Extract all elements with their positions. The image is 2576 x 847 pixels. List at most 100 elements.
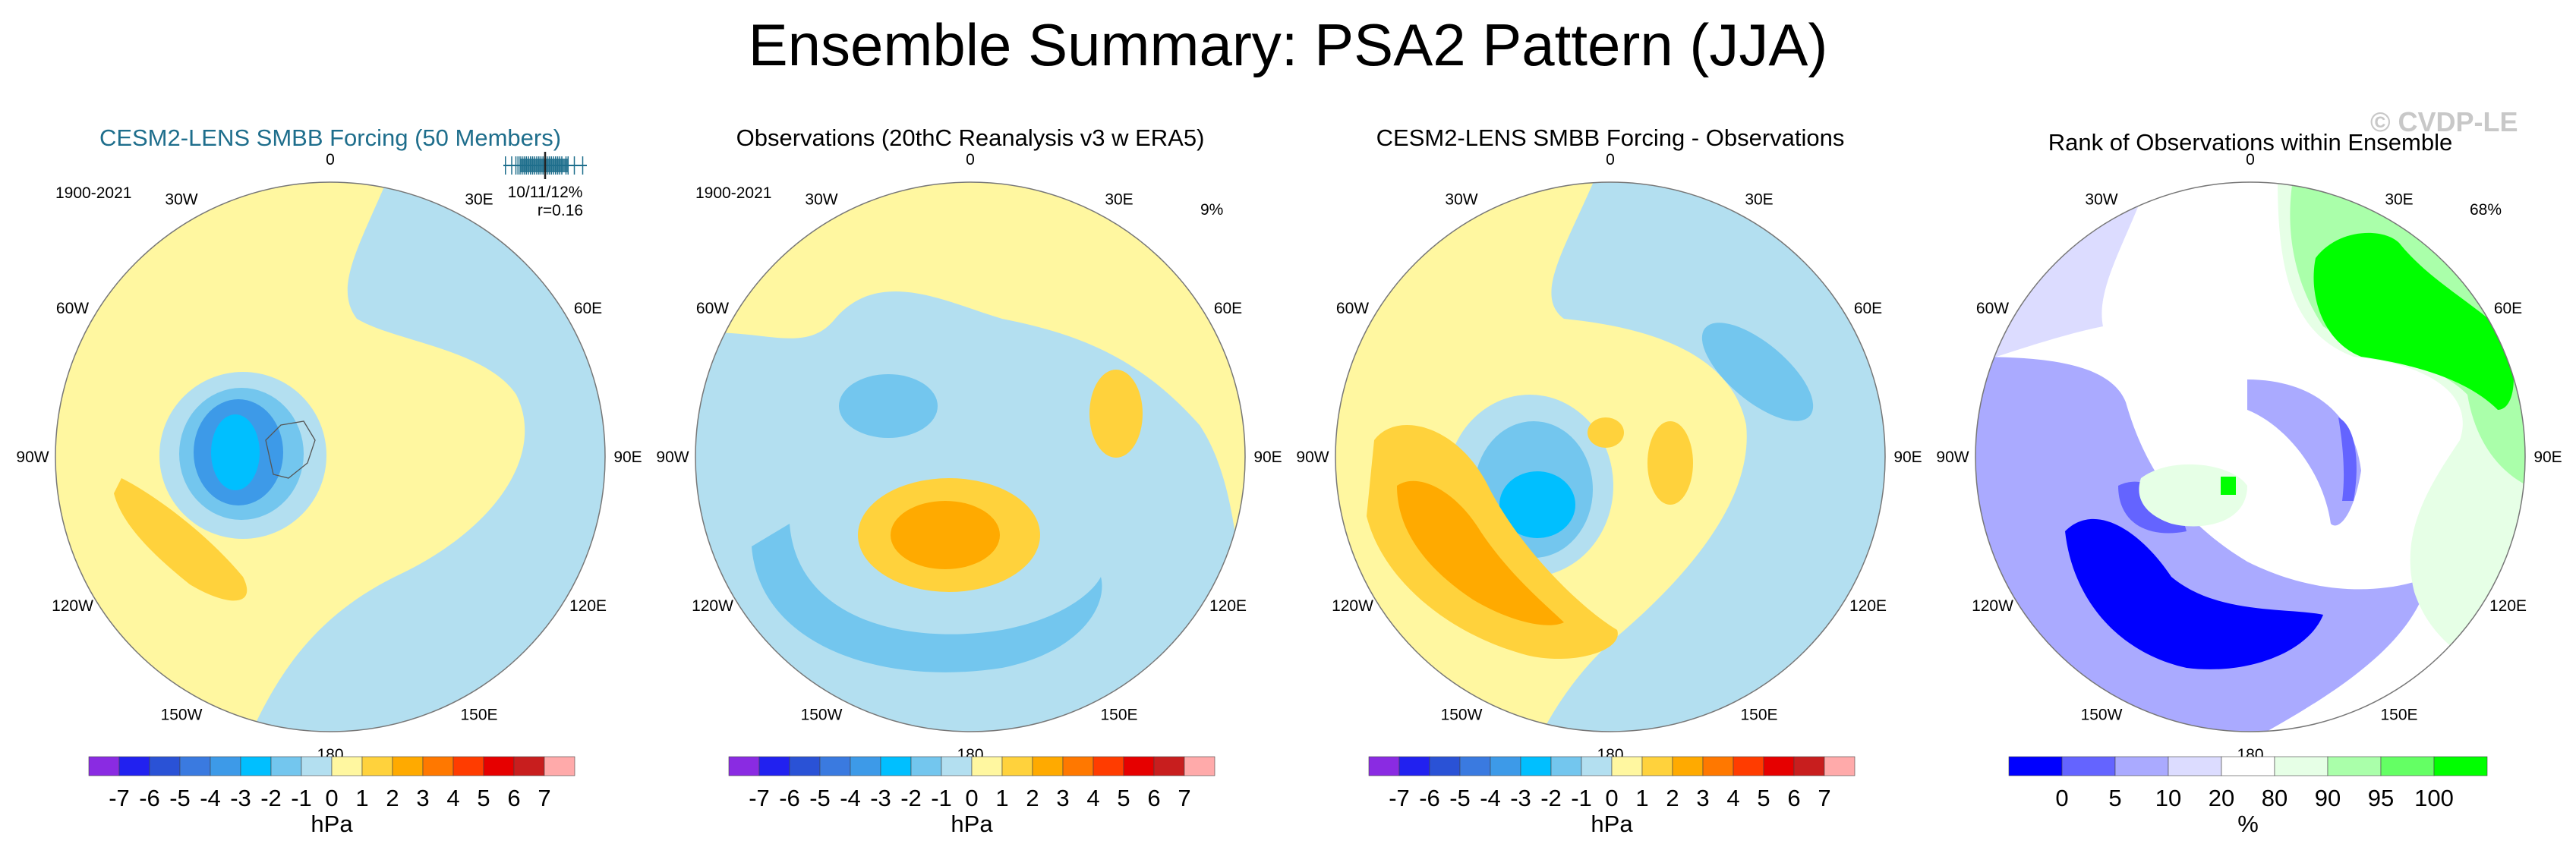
colorbar-tick-label: 2	[1026, 785, 1039, 811]
panel-1-frame	[55, 181, 606, 732]
colorbar-tick-label: -7	[1389, 785, 1410, 811]
colorbar-tick-label: 6	[1787, 785, 1800, 811]
colorbar-tick-label: 0	[1605, 785, 1618, 811]
colorbar-swatch	[971, 756, 1003, 776]
lon-label-90e: 90E	[2533, 449, 2562, 466]
panel-4-title: Rank of Observations within Ensemble	[2048, 129, 2452, 156]
colorbar-tick-label: 4	[1086, 785, 1099, 811]
panel-3-contour-neg2-ne	[1701, 323, 1814, 421]
lon-label-150w: 150W	[2081, 707, 2123, 724]
colorbar-tick-label: 1	[995, 785, 1008, 811]
colorbar-tick-label: -2	[260, 785, 282, 811]
colorbar-swatch	[1459, 756, 1491, 776]
colorbar-tick-label: -5	[1449, 785, 1471, 811]
colorbar-swatch	[880, 756, 912, 776]
panel-4-pct: 68%	[2470, 201, 2502, 219]
colorbar-tick-label: -3	[870, 785, 891, 811]
colorbar-tick-label: -4	[840, 785, 861, 811]
colorbar-tick-label: -6	[1419, 785, 1440, 811]
rank-colorbar-swatch	[2008, 756, 2063, 776]
panel-3-contour-neg4	[1499, 471, 1575, 538]
panel-2-contour-neg2-south	[752, 524, 1102, 672]
lon-label-30e: 30E	[465, 191, 493, 209]
lon-label-60w: 60W	[1336, 300, 1369, 317]
colorbar-tick-label: 0	[965, 785, 978, 811]
colorbar-tick-label: 3	[416, 785, 429, 811]
colorbar-tick-label: -3	[1510, 785, 1531, 811]
watermark: © CVDP-LE	[2370, 106, 2518, 137]
colorbar-swatch	[910, 756, 942, 776]
lon-label-90e: 90E	[1893, 449, 1922, 466]
colorbar-swatch	[1062, 756, 1094, 776]
lon-label-30w: 30W	[1445, 191, 1477, 209]
colorbar-tick-label: -1	[291, 785, 312, 811]
lon-label-90w: 90W	[1296, 449, 1329, 466]
lon-label-30e: 30E	[2385, 191, 2413, 209]
lon-label-90w: 90W	[656, 449, 689, 466]
panel-4-blue-east-2	[2338, 417, 2357, 501]
colorbar-swatch	[1641, 756, 1673, 776]
colorbar-swatch	[361, 756, 393, 776]
colorbar-swatch	[1520, 756, 1552, 776]
colorbar-swatch	[1611, 756, 1643, 776]
colorbar-tick-label: -1	[1571, 785, 1592, 811]
panel-1-stats-2: r=0.16	[538, 202, 583, 219]
panel-3-contour-pos2-east	[1647, 421, 1693, 505]
colorbar-tick-label: 0	[325, 785, 338, 811]
panel-4: Rank of Observations within Ensemble 68%…	[1936, 129, 2562, 764]
colorbar-swatch	[1032, 756, 1064, 776]
rank-colorbar-tick-label: 10	[2155, 785, 2181, 811]
panel-2-map	[695, 182, 1245, 732]
rank-colorbar-swatch	[2380, 756, 2435, 776]
lon-label-30e: 30E	[1745, 191, 1773, 209]
panel-1-contour-pos2	[114, 478, 248, 601]
panel-1-spread-bar	[503, 152, 587, 179]
colorbar-1: -7 -6 -5 -4 -3 -2 -1 0 1 2 3 4 5 6 7 hPa	[88, 756, 575, 837]
rank-colorbar-tick-label: 90	[2315, 785, 2341, 811]
lon-label-0: 0	[326, 151, 335, 168]
lon-label-120e: 120E	[2489, 597, 2527, 615]
colorbar-swatch	[1093, 756, 1124, 776]
colorbar-swatch	[1001, 756, 1033, 776]
lon-label-30w: 30W	[805, 191, 837, 209]
lon-label-60e: 60E	[1214, 300, 1242, 317]
colorbar-swatch	[819, 756, 851, 776]
colorbar-swatch	[1429, 756, 1461, 776]
colorbar-swatch	[544, 756, 575, 776]
colorbar-3: -7 -6 -5 -4 -3 -2 -1 0 1 2 3 4 5 6 7 hPa	[1368, 756, 1856, 837]
colorbar-swatch	[210, 756, 241, 776]
panel-1-period: 1900-2021	[55, 184, 131, 202]
colorbar-swatch	[1398, 756, 1430, 776]
panel-2: Observations (20thC Reanalysis v3 w ERA5…	[656, 124, 1282, 764]
lon-label-60e: 60E	[574, 300, 602, 317]
lon-label-120e: 120E	[1209, 597, 1247, 615]
colorbar-swatch	[118, 756, 150, 776]
lon-label-120e: 120E	[1849, 597, 1887, 615]
colorbar-swatch	[88, 756, 120, 776]
panel-4-map	[1975, 182, 2525, 732]
rank-colorbar-swatch	[2274, 756, 2328, 776]
colorbar-swatch	[1733, 756, 1764, 776]
panel-2-pct: 9%	[1200, 201, 1223, 219]
panel-3: CESM2-LENS SMBB Forcing - Observations 0…	[1296, 124, 1922, 764]
colorbar-swatch	[1153, 756, 1185, 776]
colorbar-tick-label: 5	[477, 785, 490, 811]
panel-2-period: 1900-2021	[695, 184, 771, 202]
colorbar-swatch	[240, 756, 272, 776]
lon-label-30w: 30W	[2085, 191, 2117, 209]
lon-label-90e: 90E	[613, 449, 642, 466]
panel-2-contour-pos3	[891, 501, 1000, 569]
panel-3-contour-neg1-east	[1541, 182, 1885, 732]
colorbar-swatch	[1763, 756, 1795, 776]
colorbar-tick-label: 7	[1818, 785, 1830, 811]
colorbar-units: hPa	[311, 811, 353, 837]
lon-label-150e: 150E	[2380, 707, 2417, 724]
panel-4-blue-deep	[2065, 518, 2323, 669]
lon-label-60w: 60W	[696, 300, 729, 317]
panel-2-title: Observations (20thC Reanalysis v3 w ERA5…	[736, 124, 1205, 151]
colorbar-swatch	[789, 756, 821, 776]
colorbar-swatch	[1550, 756, 1582, 776]
